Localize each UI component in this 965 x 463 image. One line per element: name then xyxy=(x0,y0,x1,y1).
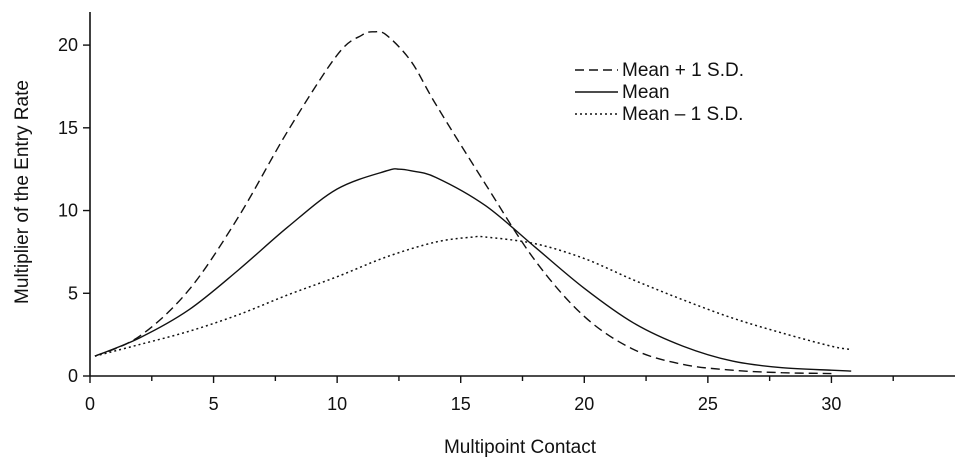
legend-label: Mean + 1 S.D. xyxy=(622,60,744,81)
y-tick-label: 0 xyxy=(68,366,78,386)
y-tick-label: 15 xyxy=(58,118,78,138)
x-tick-label: 30 xyxy=(821,394,841,414)
legend-label: Mean – 1 S.D. xyxy=(622,104,743,125)
x-axis-title: Multipoint Contact xyxy=(444,437,597,458)
y-tick-label: 10 xyxy=(58,201,78,221)
x-tick-label: 5 xyxy=(209,394,219,414)
series-line-solid xyxy=(94,168,852,372)
y-axis-title: Multiplier of the Entry Rate xyxy=(12,80,33,304)
x-tick-label: 15 xyxy=(451,394,471,414)
x-tick-label: 10 xyxy=(327,394,347,414)
legend-label: Mean xyxy=(622,82,670,103)
x-tick-label: 25 xyxy=(698,394,718,414)
x-tick-label: 0 xyxy=(85,394,95,414)
axes-layer: 0 5 10 15 20 25 30 0 5 10 15 20 xyxy=(58,12,955,414)
y-tick-label: 20 xyxy=(58,35,78,55)
y-tick-label: 5 xyxy=(68,283,78,303)
series-line-dotted xyxy=(94,235,852,357)
series-line-dashed xyxy=(94,30,832,375)
series-layer xyxy=(94,30,852,375)
x-tick-label: 20 xyxy=(574,394,594,414)
